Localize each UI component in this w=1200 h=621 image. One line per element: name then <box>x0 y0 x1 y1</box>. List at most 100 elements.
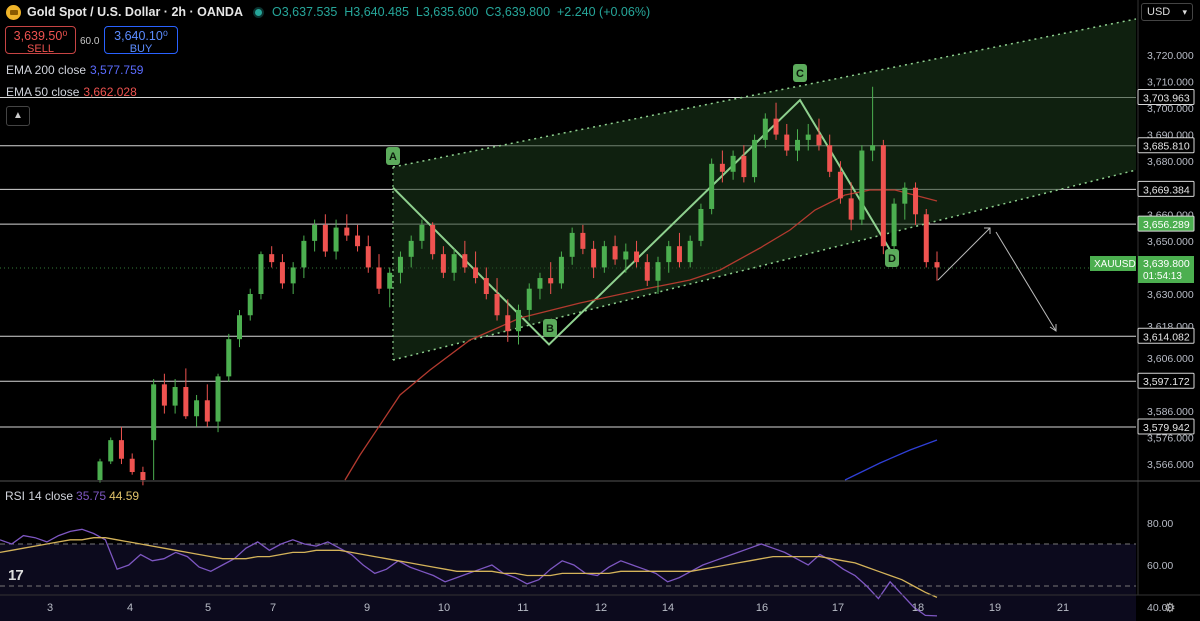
pattern-point-a: A <box>389 151 397 163</box>
candle-body <box>623 251 629 260</box>
candle-body <box>591 248 597 268</box>
ohlc-high: H3,640.485 <box>344 5 409 19</box>
projection-down-arrowhead <box>1049 324 1057 332</box>
rsi-legend[interactable]: RSI 14 close 35.75 44.59 <box>5 489 139 503</box>
level-label: 3,597.172 <box>1143 376 1190 388</box>
pattern-point-c: C <box>796 68 804 80</box>
symbol-title[interactable]: Gold Spot / U.S. Dollar · 2h · OANDA <box>27 5 243 19</box>
candle-body <box>344 227 350 236</box>
collapse-legend-button[interactable]: ▲ <box>6 106 30 126</box>
ohlc-close: C3,639.800 <box>485 5 551 19</box>
price-tick-label: 3,586.000 <box>1147 406 1194 418</box>
candle-body <box>687 240 693 263</box>
candle-body <box>483 278 489 295</box>
time-tick-label: 10 <box>438 602 450 614</box>
price-tick-label: 3,710.000 <box>1147 76 1194 88</box>
level-label-box <box>1137 215 1195 232</box>
time-tick-label: 18 <box>912 602 924 614</box>
buy-price: 3,640.10⁰ <box>114 29 168 43</box>
candle-body <box>730 155 736 172</box>
countdown-label: 01:54:13 <box>1143 271 1182 282</box>
settings-gear-icon[interactable]: ⚙ <box>1164 600 1176 615</box>
time-tick-label: 19 <box>989 602 1001 614</box>
buy-button[interactable]: 3,640.10⁰ BUY <box>104 26 178 56</box>
candle-body <box>848 198 854 220</box>
currency-selector[interactable]: USD ▾ <box>1141 3 1193 21</box>
projection-up-line <box>937 227 991 281</box>
ohlc-open: O3,637.535 <box>271 5 338 19</box>
ema200-legend[interactable]: EMA 200 close 3,577.759 <box>6 63 143 77</box>
time-tick-label: 3 <box>47 602 53 614</box>
candle-body <box>880 145 886 247</box>
candle-body <box>923 214 929 263</box>
price-tick-label: 3,680.000 <box>1147 156 1194 168</box>
level-label-box <box>1137 418 1195 435</box>
candle-body <box>505 315 511 332</box>
candle-body <box>397 256 403 273</box>
ema200-label: EMA 200 close <box>6 63 87 77</box>
candle-body <box>784 134 790 151</box>
candle-body <box>140 472 146 480</box>
chart-header: Gold Spot / U.S. Dollar · 2h · OANDA O3,… <box>6 4 650 20</box>
candle-body <box>752 139 758 178</box>
sell-label: SELL <box>27 43 54 56</box>
candle-body <box>172 387 178 406</box>
candle-body <box>161 384 167 406</box>
candle-body <box>859 150 865 220</box>
tradingview-logo-icon[interactable]: 17 <box>8 567 24 584</box>
candle-body <box>537 278 543 289</box>
candle-body <box>333 227 339 252</box>
rsi-value: 35.75 <box>76 489 107 503</box>
sell-price: 3,639.50⁰ <box>13 29 68 43</box>
level-label-box <box>1137 137 1195 154</box>
candle-body <box>902 187 908 204</box>
candle-body <box>676 246 682 263</box>
candle-body <box>322 224 328 252</box>
candle-body <box>151 384 157 441</box>
level-label-box <box>1137 88 1195 105</box>
candle-body <box>408 240 414 257</box>
time-tick-label: 4 <box>127 602 133 614</box>
ema50-legend[interactable]: EMA 50 close 3,662.028 <box>6 85 137 99</box>
candle-body <box>655 262 661 281</box>
candle-body <box>387 272 393 289</box>
candle-body <box>301 240 307 268</box>
rsi-tick-label: 40.00 <box>1147 602 1173 614</box>
buy-label: BUY <box>129 43 153 56</box>
rsi-tick-label: 80.00 <box>1147 518 1173 530</box>
pattern-point-d: D <box>888 253 896 265</box>
time-tick-label: 5 <box>205 602 211 614</box>
sell-button[interactable]: 3,639.50⁰ SELL <box>5 26 76 56</box>
candle-body <box>580 232 586 249</box>
channel-fill <box>393 19 1136 360</box>
candle-body <box>827 145 833 172</box>
candle-body <box>773 118 779 135</box>
rsi-tick-label: 60.00 <box>1147 560 1173 572</box>
pattern-point-d-box <box>885 249 899 267</box>
candle-body <box>204 400 210 422</box>
level-label: 3,656.289 <box>1143 219 1190 231</box>
candle-body <box>494 294 500 316</box>
candle-body <box>612 246 618 260</box>
level-label: 3,703.963 <box>1143 92 1190 104</box>
pattern-point-b: B <box>546 323 554 335</box>
projection-down-line <box>995 231 1057 332</box>
level-label-box <box>1137 180 1195 197</box>
gold-symbol-icon <box>6 4 21 20</box>
candle-body <box>741 155 747 178</box>
level-label: 3,614.082 <box>1143 331 1190 343</box>
candle-body <box>762 118 768 140</box>
candle-body <box>558 256 564 284</box>
abcd-pattern-line <box>392 98 892 346</box>
ema200-line <box>844 439 938 481</box>
time-tick-label: 9 <box>364 602 370 614</box>
candle-body <box>118 440 124 459</box>
candle-body <box>698 208 704 241</box>
price-tick-label: 3,606.000 <box>1147 353 1194 365</box>
candle-body <box>97 461 103 480</box>
price-tick-label: 3,630.000 <box>1147 289 1194 301</box>
candle-body <box>129 458 135 473</box>
market-open-icon <box>254 8 262 16</box>
